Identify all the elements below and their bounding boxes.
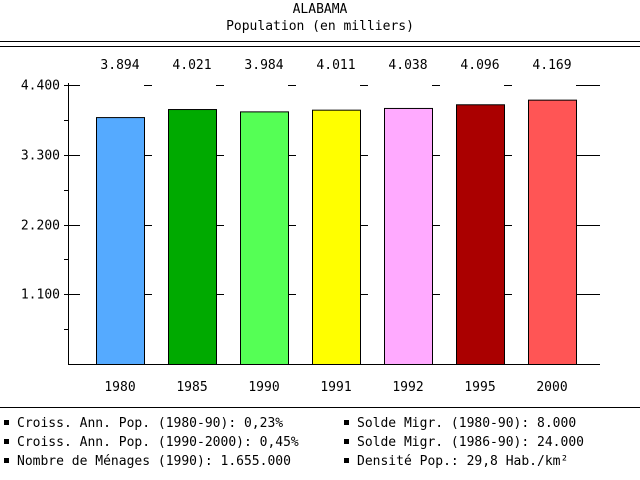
bottom-divider [0, 407, 640, 408]
bar-1985 [168, 109, 217, 365]
value-label-1990: 3.984 [244, 58, 283, 73]
value-label-1992: 4.038 [388, 58, 427, 73]
stat-growth-1990-2000: Croiss. Ann. Pop. (1990-2000): 0,45% [4, 435, 299, 451]
stat-migration-1980-90: Solde Migr. (1980-90): 8.000 [344, 416, 576, 432]
bar-1990 [240, 111, 289, 365]
bullet-icon [344, 439, 349, 444]
bullet-icon [4, 420, 9, 425]
y-tick-label: 1.100 [21, 288, 60, 303]
bullet-icon [4, 458, 9, 463]
bullet-icon [4, 439, 9, 444]
x-tick-label-1980: 1980 [104, 380, 135, 395]
bar-2000 [528, 99, 577, 366]
x-tick-label-1991: 1991 [320, 380, 351, 395]
chart-title: ALABAMA [292, 2, 348, 17]
stat-migration-1986-90: Solde Migr. (1986-90): 24.000 [344, 435, 584, 451]
bar-chart: 1.100 2.200 3.300 4.400 3.894 4.021 3.984 4.011… [21, 58, 600, 395]
value-label-1985: 4.021 [172, 58, 211, 73]
y-tick-label: 2.200 [21, 219, 60, 234]
top-divider-2 [0, 46, 640, 47]
stat-density: Densité Pop.: 29,8 Hab./km² [344, 454, 568, 470]
stat-households-1990: Nombre de Ménages (1990): 1.655.000 [4, 454, 291, 470]
value-label-1991: 4.011 [316, 58, 355, 73]
y-tick-label: 4.400 [21, 79, 60, 94]
stat-growth-1980-90: Croiss. Ann. Pop. (1980-90): 0,23% [4, 416, 283, 432]
x-tick-label-1995: 1995 [464, 380, 495, 395]
y-tick-label: 3.300 [21, 149, 60, 164]
bar-1995 [456, 104, 505, 365]
bullet-icon [344, 420, 349, 425]
bar-1991 [312, 109, 361, 365]
x-tick-label-1992: 1992 [392, 380, 423, 395]
chart-subtitle: Population (en milliers) [226, 19, 414, 34]
x-tick-label-2000: 2000 [536, 380, 567, 395]
value-label-2000: 4.169 [532, 58, 571, 73]
top-divider-1 [0, 41, 640, 42]
x-tick-label-1990: 1990 [248, 380, 279, 395]
bar-1980 [96, 117, 145, 365]
bar-1992 [384, 107, 433, 365]
bullet-icon [344, 458, 349, 463]
value-label-1980: 3.894 [100, 58, 139, 73]
x-tick-label-1985: 1985 [176, 380, 207, 395]
value-label-1995: 4.096 [460, 58, 499, 73]
